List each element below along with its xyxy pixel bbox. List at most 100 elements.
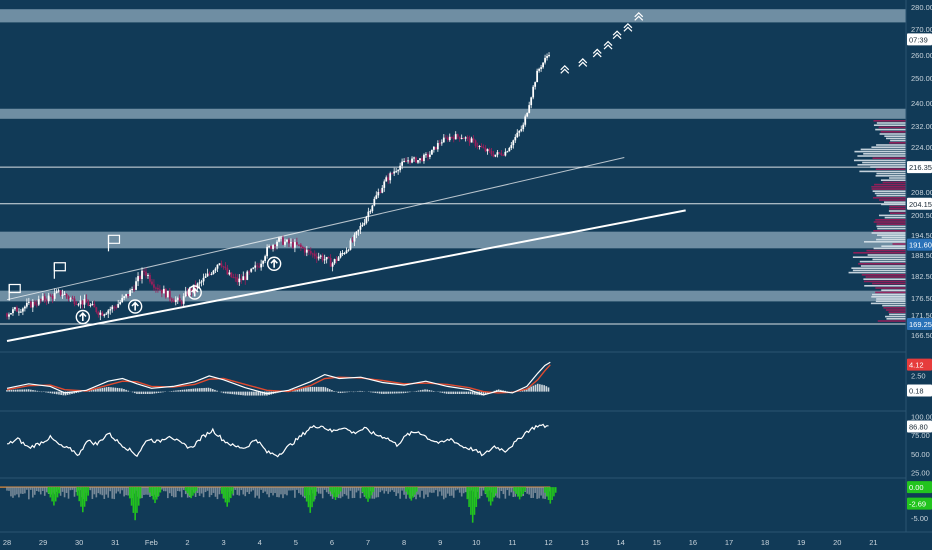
osc-green-bar — [56, 487, 59, 498]
osc-green-bar — [367, 487, 369, 502]
volume-profile-bar — [876, 223, 906, 225]
macd-hist-bar — [500, 389, 502, 392]
candle-body — [534, 82, 537, 87]
osc-bar — [395, 487, 397, 496]
osc-bar — [534, 487, 536, 493]
time-tick-label: Feb — [145, 538, 158, 547]
candle-body — [164, 288, 167, 298]
volume-profile-bar — [877, 234, 906, 236]
candle-body — [315, 256, 318, 259]
volume-profile-bar — [863, 153, 906, 155]
osc-bar — [113, 487, 116, 500]
volume-profile-bar — [886, 137, 906, 140]
osc-green-bar — [313, 487, 315, 502]
macd-hist-bar — [324, 387, 327, 392]
candle-body — [476, 145, 479, 147]
osc-bar — [504, 487, 507, 499]
macd-hist-bar — [75, 391, 78, 394]
price-tick-label: 232.00 — [911, 122, 932, 131]
price-tick-label: 224.00 — [911, 143, 932, 152]
candle-body — [355, 231, 358, 235]
osc-bar — [65, 487, 68, 493]
candle-body — [365, 216, 368, 223]
osc-bar — [196, 487, 199, 493]
osc-green-bar — [363, 487, 366, 496]
osc-green-bar — [551, 487, 553, 500]
macd-hist-bar — [155, 391, 158, 394]
candle-body — [119, 301, 122, 305]
macd-hist-bar — [237, 391, 240, 395]
candle-body — [49, 295, 52, 297]
candle-body — [230, 272, 233, 278]
osc-bar — [161, 487, 163, 490]
candle-body — [69, 298, 72, 300]
macd-hist-bar — [547, 387, 550, 392]
candle-body — [351, 240, 354, 242]
osc-bar — [502, 487, 505, 495]
candle-body — [220, 263, 223, 267]
candle-body — [452, 137, 455, 140]
osc-bar — [99, 487, 102, 495]
candle-body — [538, 68, 541, 71]
candle-body — [540, 67, 542, 69]
osc-badge-bg — [907, 481, 932, 494]
trendlines[interactable] — [6, 157, 686, 342]
candle-body — [27, 301, 30, 303]
candle-body — [156, 287, 159, 290]
osc-bar — [127, 487, 129, 496]
candle-body — [349, 240, 352, 250]
volume-profile-bar — [880, 179, 906, 181]
volume-profile-bar — [890, 139, 906, 142]
osc-green-bar — [311, 487, 313, 508]
price-axis[interactable]: 280.00 270.00 260.00 250.00 240.00 232.00 224.… — [907, 3, 932, 523]
candle-body — [454, 134, 457, 140]
candle-body — [524, 116, 527, 125]
osc-bar — [180, 487, 183, 498]
candle-body — [224, 266, 227, 269]
macd-hist-bar — [10, 389, 13, 392]
macd-hist-bar — [144, 391, 147, 394]
macd-hist-bar — [534, 384, 537, 392]
candle-body — [369, 211, 372, 213]
osc-bar — [478, 487, 481, 499]
candle-body — [292, 242, 294, 248]
osc-bar — [8, 487, 10, 491]
osc-green-bar — [309, 487, 312, 513]
time-axis[interactable]: 28 29 30 31 Feb 2 3 4 5 6 7 8 9 10 11 12 13 14 15 16 17 18 19 2… — [3, 538, 878, 547]
up-arrow-glyph — [131, 301, 139, 311]
osc-green-bar — [314, 487, 317, 496]
osc-green-bar — [307, 487, 310, 508]
candle-body — [244, 276, 247, 280]
volume-profile-bar — [851, 267, 906, 269]
volume-profile-bar — [886, 318, 906, 320]
candle-body — [307, 249, 310, 252]
osc-bar — [327, 487, 330, 494]
candle-body — [399, 165, 402, 171]
osc-bar — [240, 487, 243, 491]
candle-body — [91, 303, 94, 305]
macd-hist-bar — [170, 391, 173, 392]
macd-hist-bar — [545, 386, 548, 392]
osc-green-bar — [80, 487, 82, 507]
macd-hist-bar — [391, 391, 394, 394]
osc-bar — [194, 487, 197, 497]
macd-hist-bar — [532, 385, 535, 392]
candle-body — [484, 148, 487, 152]
candle-body — [35, 304, 38, 306]
macd-hist-bar — [116, 387, 119, 392]
osc-green-bar — [224, 487, 227, 503]
macd-hist-bar — [127, 390, 130, 392]
price-badge: 07:39 — [909, 35, 928, 44]
candle-body — [391, 173, 394, 175]
macd-hist-bar — [172, 390, 175, 392]
osc-bar — [252, 487, 255, 491]
candle-body — [99, 312, 102, 315]
volume-profile-bar — [872, 258, 906, 261]
candle-body — [238, 278, 241, 283]
candle-body — [472, 138, 475, 141]
volume-profile-bar — [871, 296, 906, 298]
macd-hist-bar — [257, 391, 260, 396]
osc-bar — [446, 487, 449, 494]
candle-body — [448, 136, 451, 141]
